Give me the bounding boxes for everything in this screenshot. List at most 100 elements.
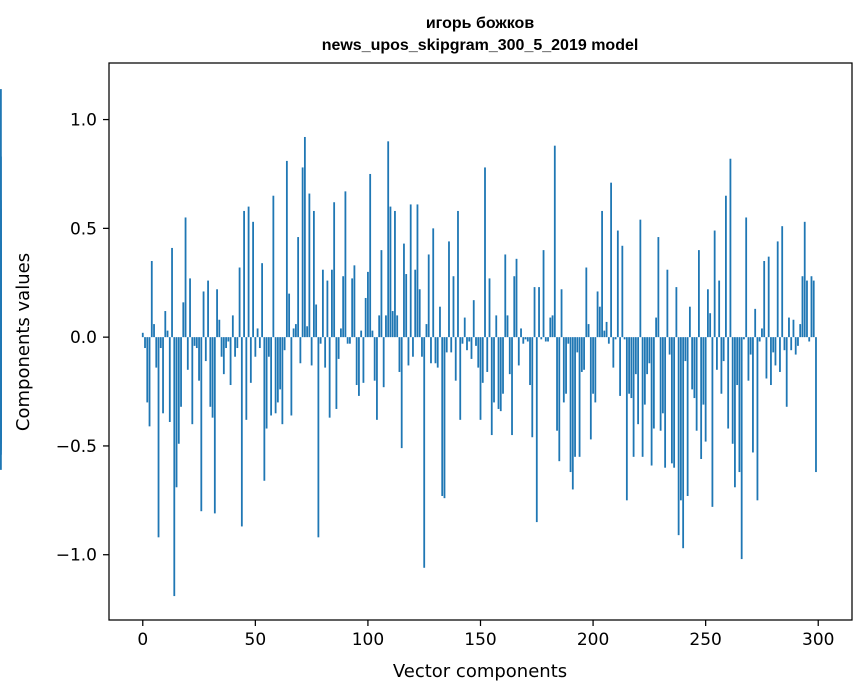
bar xyxy=(434,337,437,364)
bar xyxy=(412,337,414,357)
bar xyxy=(556,337,558,431)
bar xyxy=(463,317,466,338)
bar xyxy=(675,287,678,338)
bar xyxy=(682,337,685,549)
bar xyxy=(335,337,338,409)
bar xyxy=(508,337,511,375)
bar xyxy=(292,328,295,338)
bar xyxy=(387,141,390,338)
bar xyxy=(177,337,180,444)
bar xyxy=(803,221,806,338)
bar xyxy=(511,337,513,436)
bar xyxy=(213,337,216,514)
bar xyxy=(529,337,531,386)
bar xyxy=(144,337,146,349)
bar xyxy=(668,337,671,355)
bar xyxy=(222,337,225,375)
bar xyxy=(776,241,779,338)
bar xyxy=(240,337,243,527)
bar xyxy=(542,250,545,338)
bar xyxy=(333,202,336,338)
bar xyxy=(150,261,153,338)
bar xyxy=(583,337,585,370)
bar xyxy=(659,337,662,431)
bar xyxy=(186,337,189,370)
bar xyxy=(643,337,646,405)
bar xyxy=(439,306,441,338)
bar xyxy=(141,332,144,338)
bar xyxy=(567,337,570,344)
bar xyxy=(380,250,383,338)
bar xyxy=(810,276,813,338)
bar xyxy=(767,256,770,338)
bar xyxy=(490,337,493,436)
bar xyxy=(265,337,268,429)
x-tick-label: 300 xyxy=(802,630,834,650)
x-axis-label: Vector components xyxy=(393,661,567,682)
bar xyxy=(502,337,504,394)
bar xyxy=(276,337,279,403)
bar xyxy=(355,337,358,386)
bar xyxy=(515,258,518,338)
bar xyxy=(184,217,187,338)
bar xyxy=(349,337,351,344)
bar xyxy=(639,219,642,338)
bar xyxy=(403,243,405,338)
bar xyxy=(707,289,709,338)
x-tick-label: 100 xyxy=(352,630,384,650)
bar xyxy=(794,337,797,355)
bar xyxy=(385,315,387,338)
bar xyxy=(331,269,333,338)
bar xyxy=(256,328,259,338)
bar xyxy=(270,337,273,416)
bar xyxy=(414,269,417,338)
x-axis-ticks: 0 50 100 150 200 250 300 xyxy=(137,620,834,650)
bar xyxy=(468,337,471,342)
bar xyxy=(727,337,730,429)
y-tick-label: −1.0 xyxy=(56,546,97,566)
bar xyxy=(533,287,536,338)
bar xyxy=(285,160,288,338)
bar xyxy=(180,337,182,407)
bar xyxy=(625,337,628,501)
bar xyxy=(409,204,412,338)
bar xyxy=(312,210,315,338)
bar xyxy=(445,337,448,353)
bar xyxy=(425,324,428,338)
bar xyxy=(763,261,766,338)
bar xyxy=(216,289,218,338)
bar xyxy=(601,210,603,338)
bar xyxy=(360,330,363,338)
bar xyxy=(765,337,768,379)
bar xyxy=(479,337,482,420)
bar xyxy=(301,167,304,338)
bar xyxy=(520,328,522,338)
bar xyxy=(770,337,772,386)
bar xyxy=(394,210,396,338)
bar xyxy=(227,337,230,342)
bar xyxy=(247,206,250,338)
bar xyxy=(779,337,781,372)
bar xyxy=(421,337,423,357)
bar xyxy=(175,337,178,488)
bar xyxy=(324,337,327,368)
bar xyxy=(619,337,621,396)
bar xyxy=(362,337,365,383)
bar xyxy=(569,337,572,473)
bar xyxy=(452,276,455,338)
bar xyxy=(310,337,313,366)
bar xyxy=(459,337,462,420)
bar xyxy=(648,337,651,364)
bar xyxy=(319,337,322,344)
bar xyxy=(308,193,311,338)
bar xyxy=(475,337,477,346)
bar xyxy=(562,337,565,403)
bar xyxy=(592,337,594,394)
bar xyxy=(801,276,804,338)
bar xyxy=(225,337,227,349)
bar xyxy=(698,250,700,338)
bar xyxy=(283,337,286,351)
bar xyxy=(565,337,567,394)
bar xyxy=(691,337,694,390)
bar xyxy=(504,254,507,338)
